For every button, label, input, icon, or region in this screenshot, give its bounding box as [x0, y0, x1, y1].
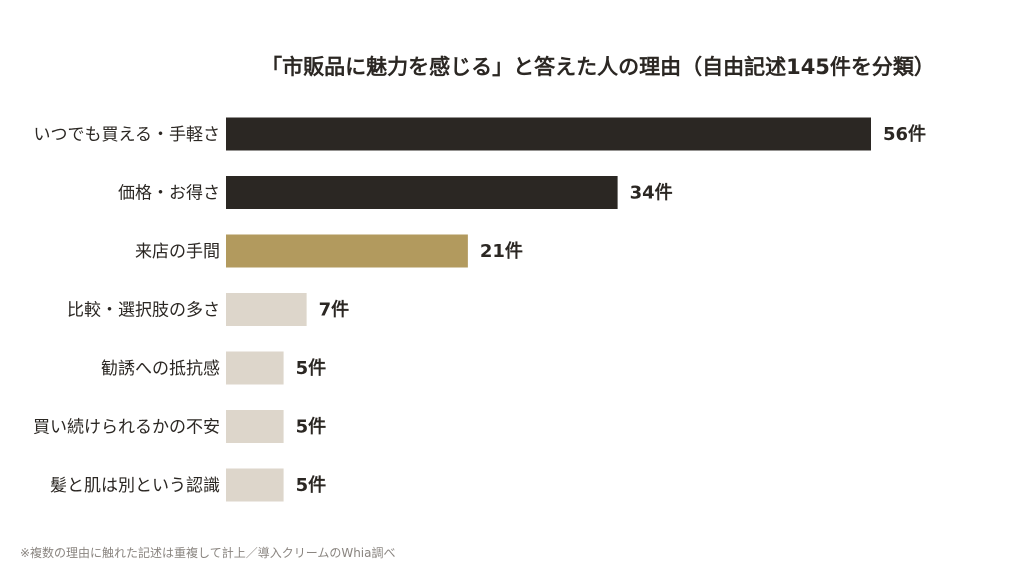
- bar: [226, 176, 618, 209]
- bar: [226, 468, 284, 502]
- category-label: 買い続けられるかの不安: [33, 418, 220, 438]
- value-label: 5件: [296, 357, 327, 379]
- category-label: 価格・お得さ: [118, 184, 220, 204]
- value-label: 56件: [883, 123, 926, 145]
- value-label: 5件: [296, 474, 327, 496]
- value-label: 21件: [480, 240, 523, 262]
- bar: [226, 351, 284, 385]
- bar: [226, 410, 284, 443]
- category-label: 勧誘への抵抗感: [101, 359, 220, 379]
- value-label: 34件: [630, 182, 673, 204]
- value-label: 5件: [296, 416, 327, 438]
- bar: [226, 293, 307, 326]
- bar: [226, 234, 468, 268]
- chart-title: 「市販品に魅力を感じる」と答えた人の理由（自由記述145件を分類）: [261, 55, 935, 79]
- category-label: 来店の手間: [135, 242, 220, 262]
- bar: [226, 117, 871, 151]
- category-label: いつでも買える・手軽さ: [34, 125, 221, 145]
- category-label: 髪と肌は別という認識: [50, 476, 220, 496]
- footnote: ※複数の理由に触れた記述は重複して計上／導入クリームのWhia調べ: [20, 546, 396, 560]
- value-label: 7件: [319, 299, 350, 321]
- category-label: 比較・選択肢の多さ: [67, 301, 220, 321]
